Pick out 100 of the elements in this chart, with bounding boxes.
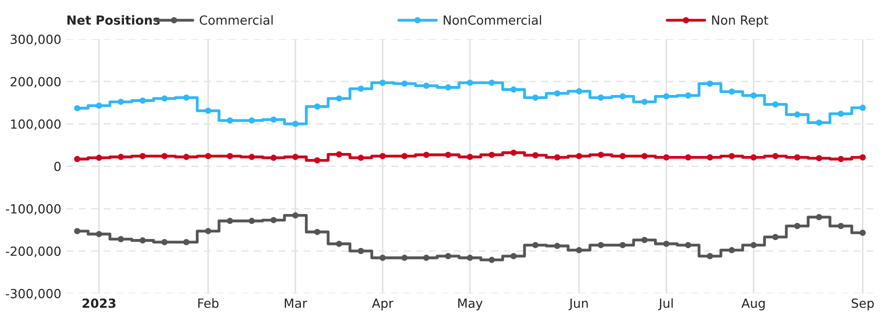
point — [358, 248, 364, 254]
point — [576, 152, 582, 160]
y-tick-label: -200,000 — [6, 246, 61, 258]
point — [270, 154, 277, 161]
point — [358, 154, 364, 161]
point — [860, 104, 866, 111]
point — [248, 218, 255, 224]
point — [466, 80, 474, 86]
point — [96, 154, 102, 161]
point — [183, 238, 190, 246]
point — [641, 236, 648, 244]
point — [728, 88, 735, 95]
point — [226, 218, 234, 224]
point — [74, 105, 80, 112]
point — [860, 154, 866, 160]
point — [750, 92, 757, 99]
point — [270, 216, 277, 224]
point — [314, 228, 320, 236]
point — [401, 80, 408, 87]
legend-label: Commercial — [200, 15, 273, 25]
point — [466, 254, 474, 261]
point — [685, 242, 692, 248]
point — [292, 154, 299, 160]
point — [728, 247, 735, 254]
point — [292, 212, 299, 219]
x-tick-label: Jul — [658, 298, 673, 310]
y-tick-label: 300,000 — [10, 34, 61, 46]
point — [248, 117, 255, 124]
point — [118, 236, 124, 242]
y-tick-label: 100,000 — [11, 119, 61, 130]
point — [772, 101, 779, 108]
point — [336, 95, 342, 102]
point — [860, 230, 866, 236]
point — [488, 152, 495, 158]
point — [598, 94, 604, 101]
point — [685, 154, 692, 160]
point — [358, 86, 364, 92]
x-tick-label: Sep — [852, 298, 874, 310]
legend-title: Net Positions — [67, 15, 160, 25]
point — [663, 154, 670, 160]
point — [401, 152, 408, 160]
point — [706, 80, 714, 87]
point — [685, 92, 692, 99]
point — [336, 240, 342, 247]
point — [401, 254, 408, 261]
point — [620, 93, 626, 100]
point — [620, 152, 626, 160]
point — [423, 82, 430, 89]
point — [838, 222, 844, 230]
x-tick-label: Mar — [284, 298, 308, 308]
point — [838, 156, 844, 162]
x-tick-label: May — [458, 298, 482, 310]
point — [532, 94, 539, 101]
point — [423, 254, 430, 261]
point — [183, 94, 190, 101]
point — [554, 90, 560, 96]
y-tick-label: -300,000 — [6, 288, 61, 300]
y-tick-label: 200,000 — [10, 76, 61, 88]
point — [728, 152, 735, 160]
legend-label: Non Rept — [712, 16, 768, 28]
point — [838, 110, 844, 117]
point — [423, 152, 430, 158]
point — [445, 84, 452, 91]
point — [706, 252, 714, 260]
point — [270, 116, 277, 123]
point — [380, 80, 386, 86]
point — [205, 108, 212, 114]
point — [576, 88, 582, 94]
point — [380, 254, 386, 261]
point — [816, 155, 822, 162]
point — [205, 228, 212, 234]
point — [772, 152, 779, 160]
point — [750, 242, 757, 248]
point — [314, 157, 320, 164]
point — [598, 152, 604, 158]
point — [380, 152, 386, 160]
point — [205, 152, 212, 160]
point — [183, 154, 190, 160]
point — [226, 152, 234, 160]
x-tick-label: Jun — [568, 298, 588, 310]
point — [816, 119, 822, 126]
point — [336, 151, 342, 158]
point — [161, 95, 168, 102]
point — [794, 111, 800, 118]
point — [96, 102, 102, 109]
point — [554, 242, 560, 250]
point — [532, 242, 539, 248]
point — [118, 154, 124, 160]
point — [140, 97, 146, 104]
point — [794, 222, 800, 230]
point — [226, 117, 234, 124]
point — [772, 234, 779, 240]
point — [74, 156, 80, 162]
point — [161, 238, 168, 246]
point — [292, 120, 299, 128]
point — [74, 228, 80, 234]
point — [554, 154, 560, 160]
point — [140, 237, 146, 244]
point — [488, 256, 495, 264]
point — [488, 80, 495, 86]
